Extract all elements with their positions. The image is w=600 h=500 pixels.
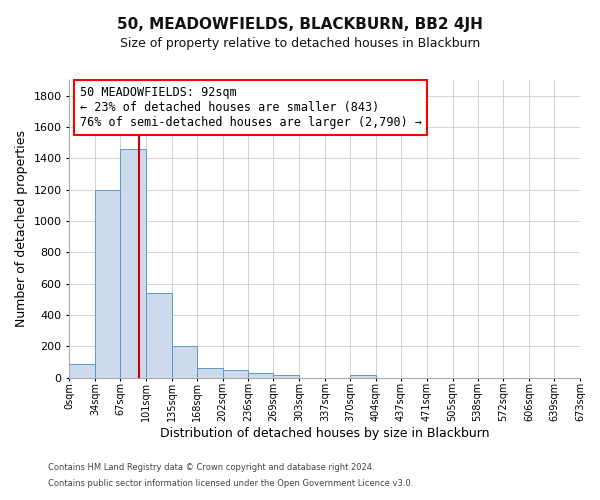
Bar — [70, 364, 95, 378]
Bar — [197, 368, 223, 378]
Bar — [146, 293, 172, 378]
Bar — [274, 374, 299, 378]
Bar — [120, 149, 146, 378]
Bar — [172, 346, 197, 378]
Text: 50, MEADOWFIELDS, BLACKBURN, BB2 4JH: 50, MEADOWFIELDS, BLACKBURN, BB2 4JH — [117, 18, 483, 32]
X-axis label: Distribution of detached houses by size in Blackburn: Distribution of detached houses by size … — [160, 427, 490, 440]
Bar — [95, 190, 120, 378]
Text: 50 MEADOWFIELDS: 92sqm
← 23% of detached houses are smaller (843)
76% of semi-de: 50 MEADOWFIELDS: 92sqm ← 23% of detached… — [80, 86, 422, 129]
Text: Contains HM Land Registry data © Crown copyright and database right 2024.: Contains HM Land Registry data © Crown c… — [48, 464, 374, 472]
Bar — [350, 376, 376, 378]
Text: Size of property relative to detached houses in Blackburn: Size of property relative to detached ho… — [120, 38, 480, 51]
Text: Contains public sector information licensed under the Open Government Licence v3: Contains public sector information licen… — [48, 478, 413, 488]
Bar — [223, 370, 248, 378]
Bar — [248, 373, 274, 378]
Y-axis label: Number of detached properties: Number of detached properties — [15, 130, 28, 328]
